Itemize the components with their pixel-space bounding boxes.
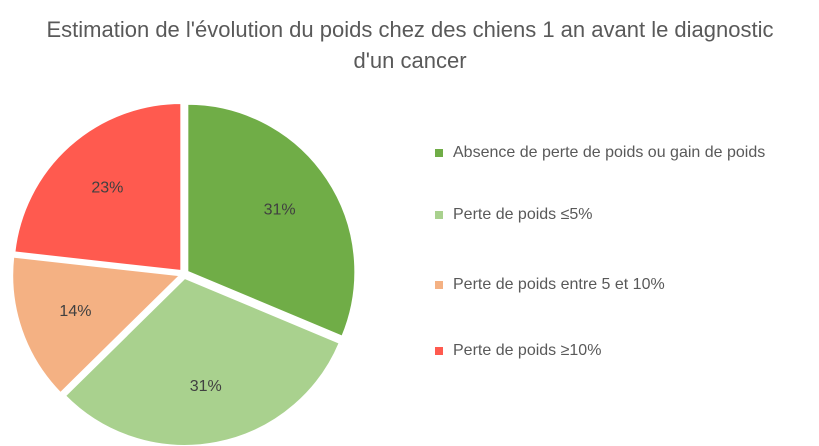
pie-slice [186, 102, 357, 338]
legend-label: Perte de poids entre 5 et 10% [453, 276, 665, 293]
pie-slice [63, 276, 342, 446]
pie-slice [13, 102, 183, 273]
legend-swatch [435, 211, 443, 219]
legend-item: Perte de poids ≥10% [435, 338, 815, 364]
legend-swatch [435, 149, 443, 157]
legend-item: Perte de poids entre 5 et 10% [435, 272, 815, 298]
legend-swatch [435, 281, 443, 289]
legend-item: Perte de poids ≤5% [435, 202, 815, 228]
data-label: 23% [91, 180, 123, 197]
pie-slice [11, 255, 183, 395]
legend-swatch [435, 347, 443, 355]
legend-label: Perte de poids ≤5% [453, 206, 593, 223]
legend-item: Absence de perte de poids ou gain de poi… [435, 140, 815, 166]
legend-label: Perte de poids ≥10% [453, 342, 602, 359]
legend-label: Absence de perte de poids ou gain de poi… [453, 144, 766, 161]
data-label: 14% [59, 303, 91, 320]
chart-title: Estimation de l'évolution du poids chez … [46, 17, 774, 73]
data-label: 31% [190, 378, 222, 395]
data-label: 31% [264, 202, 296, 219]
